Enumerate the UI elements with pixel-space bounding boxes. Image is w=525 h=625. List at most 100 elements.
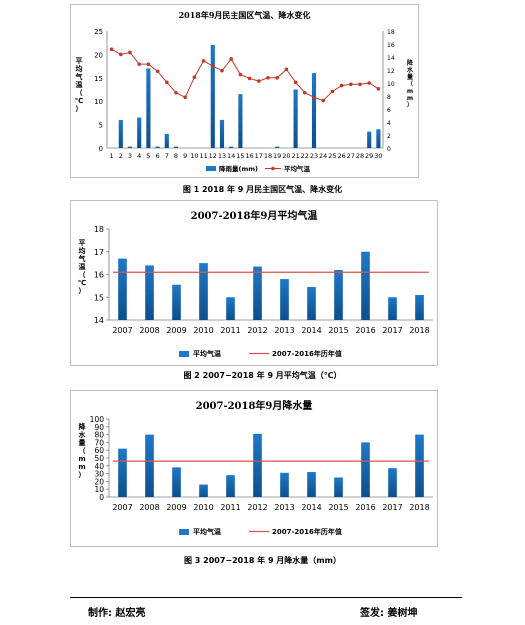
footer-signer: 签发: 姜树坤	[360, 608, 418, 619]
bar	[137, 117, 142, 148]
y-tick-label: 17	[94, 248, 104, 257]
y-left-axis-label: 均	[76, 64, 83, 73]
x-tick-label: 2009	[166, 326, 186, 335]
bar	[311, 73, 317, 148]
line-point	[137, 62, 141, 66]
bar	[307, 287, 316, 320]
x-tick-label: 27	[347, 152, 355, 160]
y-left-axis-label: 温	[76, 80, 83, 89]
x-tick-label: 2017	[382, 503, 402, 512]
y-tick-label: 30	[94, 470, 104, 479]
x-tick-label: 2009	[166, 503, 186, 512]
y-axis-label: ℃	[78, 279, 86, 287]
x-tick-label: 2011	[220, 326, 240, 335]
x-tick-label: 2018	[409, 326, 429, 335]
bar	[146, 68, 151, 148]
x-tick-label: 2013	[274, 326, 294, 335]
line-point	[349, 82, 353, 87]
y-left-axis-label: ）	[76, 105, 83, 113]
y-right-axis-label: ）	[407, 101, 413, 109]
bar	[307, 472, 316, 497]
line-point	[247, 76, 252, 81]
chart-2-plot: 14 15 16 17 18 2007 2008 2009 2010 2011 2012 2013 20…	[78, 225, 433, 358]
y-left-axis-label: ℃	[75, 97, 83, 105]
x-tick-label: 20	[282, 152, 290, 160]
x-tick-label: 18	[264, 152, 272, 160]
y-tick-label: 14	[94, 316, 104, 325]
x-tick-label: 21	[291, 152, 299, 160]
line-point	[119, 52, 123, 57]
x-tick-label: 28	[356, 152, 364, 160]
x-tick-label: 2011	[220, 503, 240, 512]
figure-2-caption: 图 2 2007−2018 年 9 月平均气温（℃）	[183, 371, 342, 380]
x-tick-label: 5	[146, 152, 150, 160]
figure-1-caption: 图 1 2018 年 9 月民主国区气温、降水变化	[182, 185, 343, 194]
bar	[172, 284, 181, 320]
x-tick-label: 2014	[301, 326, 321, 335]
x-tick-label: 2010	[193, 503, 213, 512]
line-point	[192, 75, 197, 79]
y-axis-label: 气	[78, 254, 86, 263]
line-point	[257, 79, 261, 83]
chart-2-title: 2007-2018年9月平均气温	[190, 211, 318, 222]
legend-ref-label: 2007-2016年历年值	[272, 349, 342, 358]
bar	[361, 251, 370, 320]
x-tick-label: 2013	[274, 503, 294, 512]
legend-bar-swatch	[179, 529, 189, 535]
y-tick-label: 50	[94, 454, 104, 463]
line-point	[165, 80, 169, 85]
legend-bar-label: 平均气温	[193, 527, 221, 536]
bar	[367, 131, 372, 148]
bar	[361, 442, 370, 497]
y-tick-label: 90	[94, 423, 104, 432]
legend-bar-swatch	[206, 166, 216, 171]
x-tick-label: 2015	[328, 326, 348, 335]
x-tick-label: 19	[273, 152, 281, 160]
bar	[226, 297, 235, 320]
bar	[293, 89, 298, 148]
y-right-tick-label: 6	[387, 107, 391, 114]
y-left-axis-label: 气	[75, 72, 83, 81]
line-point	[211, 64, 215, 68]
chart-1-title: 2018年9月民主国区气温、降水变化	[178, 10, 311, 20]
x-tick-label: 8	[174, 152, 178, 160]
y-right-tick-label: 18	[387, 29, 395, 36]
y-axis-label: 降	[79, 422, 87, 431]
y-tick-label: 18	[94, 225, 104, 234]
line-point	[174, 90, 178, 95]
line-point	[183, 95, 187, 100]
x-tick-label: 11	[199, 152, 207, 160]
y-axis-label: 量	[79, 438, 86, 447]
bar	[210, 45, 215, 148]
x-tick-label: 2016	[355, 503, 375, 512]
legend-bar-swatch	[179, 351, 189, 357]
y-right-tick-label: 16	[387, 42, 395, 49]
bar	[275, 146, 280, 148]
legend-bar-label: 平均气温	[193, 349, 221, 358]
x-tick-label: 12	[209, 152, 217, 160]
x-tick-label: 23	[310, 152, 318, 160]
x-tick-label: 30	[374, 152, 382, 160]
y-right-tick-label: 14	[387, 55, 395, 62]
y-right-tick-label: 0	[387, 146, 391, 153]
x-tick-label: 2008	[139, 503, 159, 512]
bar	[173, 146, 179, 148]
y-axis-label: 温	[79, 262, 86, 271]
y-right-axis-label: m	[407, 95, 413, 102]
line-point	[284, 67, 289, 72]
chart-2-frame: 2007-2018年9月平均气温 14 15 16 17 18 2007 2008 2009 2…	[70, 200, 438, 366]
x-tick-label: 24	[319, 152, 327, 160]
x-tick-label: 13	[218, 152, 226, 160]
y-axis-label: （	[79, 271, 86, 279]
line-point	[109, 47, 114, 51]
legend-ref-label: 2007-2016年历年值	[272, 527, 342, 536]
legend-bar-label: 降雨量(mm)	[219, 164, 258, 173]
x-tick-label: 2014	[301, 503, 321, 512]
bar	[118, 448, 127, 497]
bar	[155, 146, 160, 148]
x-tick-label: 2	[119, 152, 123, 160]
footer-divider	[70, 597, 462, 598]
y-axis-label: 均	[79, 246, 86, 255]
y-tick-label: 20	[94, 477, 104, 486]
